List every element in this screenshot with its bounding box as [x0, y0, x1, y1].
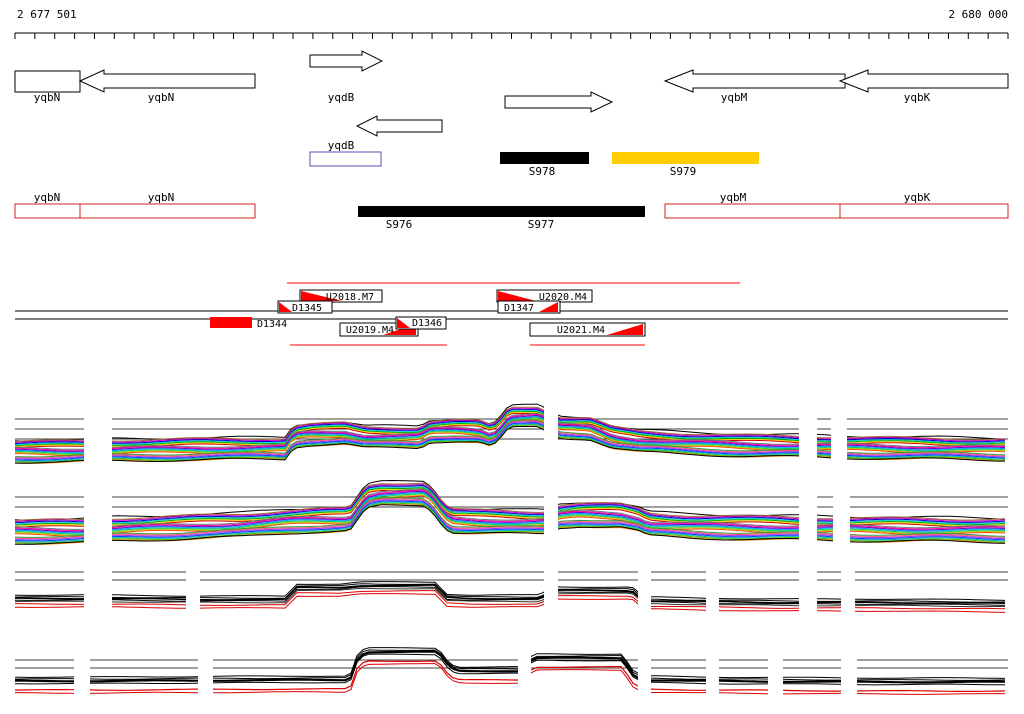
signal-series: [15, 586, 1006, 606]
probe-U2020[interactable]: U2020.M4: [496, 289, 593, 303]
probe-U2021-score-triangle: [607, 324, 643, 335]
probe-D1345-score-triangle: [279, 302, 292, 312]
signal-series: [15, 663, 1006, 695]
probe-U2020-score-triangle: [498, 291, 536, 301]
gene-label-yqbN-fragment: yqbN: [34, 91, 61, 104]
signal-gap: [544, 478, 558, 548]
signal-series: [15, 590, 1006, 610]
gene-left-arrow-mid[interactable]: [355, 115, 443, 137]
signal-series: [15, 653, 1006, 686]
signal-gap: [833, 478, 850, 548]
gene-yqbN-arrow[interactable]: [78, 69, 256, 93]
mrna-yqbN-box-b[interactable]: [79, 203, 256, 219]
probe-U2020-label: U2020.M4: [539, 292, 587, 303]
gene-label-yqdB: yqdB: [328, 91, 355, 104]
mrna-yqbK-box[interactable]: [839, 203, 1009, 219]
signal-gap: [706, 643, 719, 710]
segment-S979-bar[interactable]: [612, 152, 759, 164]
signal-gap: [84, 478, 112, 548]
signal-gap: [841, 643, 857, 710]
probe-U2021[interactable]: U2021.M4: [529, 322, 646, 337]
signal-series: [14, 660, 1006, 693]
segment-label-S978: S978: [529, 165, 556, 178]
probe-D1347-label: D1347: [504, 303, 534, 314]
probe-D1346-box[interactable]: [395, 316, 447, 330]
signal-series: [14, 649, 1006, 681]
signal-series: [15, 650, 1006, 684]
gene-yqbN-fragment-box[interactable]: [14, 70, 81, 93]
signal-gap: [84, 405, 112, 465]
segment-label-S976: S976: [386, 218, 413, 231]
probe-U2021-label: U2021.M4: [557, 325, 605, 336]
signal-gap: [544, 405, 558, 465]
gene-yqdB-arrow-top[interactable]: [309, 50, 384, 72]
mrna-label-yqbN-a: yqbN: [34, 191, 61, 204]
signal-gap: [544, 563, 558, 624]
segment-label-S977: S977: [528, 218, 555, 231]
probe-D1346[interactable]: D1346: [395, 316, 447, 330]
probe-D1345-box[interactable]: [277, 300, 333, 314]
signal-gap: [768, 643, 783, 710]
probe-D1344[interactable]: D1344: [210, 317, 287, 330]
signal-series: [14, 587, 1006, 608]
gene-right-arrow-mid[interactable]: [504, 91, 614, 113]
probe-D1344-label: D1344: [257, 319, 287, 330]
signal-series: [14, 482, 1006, 521]
gene-label-yqbK: yqbK: [904, 91, 931, 104]
gene-yqbK-arrow[interactable]: [838, 69, 1009, 93]
signal-gap: [799, 405, 817, 465]
signal-gap: [198, 643, 213, 710]
mrna-label-yqbN-b: yqbN: [148, 191, 175, 204]
signal-series: [15, 593, 1006, 613]
probe-D1347-score-triangle: [539, 302, 558, 312]
probe-U2018-label: U2018.M7: [326, 292, 374, 303]
mrna-label-yqbM: yqbM: [720, 191, 747, 204]
signal-gap: [799, 563, 817, 624]
signal-gap: [638, 643, 651, 710]
probe-D1347[interactable]: D1347: [497, 300, 561, 314]
signal-track-2: [14, 478, 1008, 548]
signal-gap: [74, 643, 90, 710]
ruler-ticks: [14, 33, 1009, 39]
probe-U2018-score-triangle: [301, 291, 342, 301]
signal-gap: [518, 643, 531, 710]
probe-D1346-score-triangle: [397, 318, 410, 328]
gene-yqbM-arrow[interactable]: [663, 69, 846, 93]
signal-track-4: [14, 643, 1008, 710]
signal-gap: [841, 563, 855, 624]
ruler-start-label: 2 677 501: [17, 8, 77, 21]
segment-label-S979: S979: [670, 165, 697, 178]
signal-track-3: [14, 563, 1008, 624]
mrna-yqbN-box-a[interactable]: [14, 203, 81, 219]
signal-gap: [799, 478, 817, 548]
mrna-label-yqbK: yqbK: [904, 191, 931, 204]
signal-gap: [706, 563, 719, 624]
probe-D1346-label: D1346: [412, 318, 442, 329]
signal-gap: [186, 563, 200, 624]
probe-D1345[interactable]: D1345: [277, 300, 333, 314]
probe-D1345-label: D1345: [292, 303, 322, 314]
gene-label-yqbM: yqbM: [721, 91, 748, 104]
signal-gap: [638, 563, 651, 624]
cds-label-yqdB: yqdB: [328, 139, 355, 152]
ruler-end-label: 2 680 000: [948, 8, 1008, 21]
probe-U2018[interactable]: U2018.M7: [299, 289, 383, 303]
probe-D1344-box[interactable]: [210, 317, 252, 328]
gene-label-yqbN: yqbN: [148, 91, 175, 104]
signal-series: [15, 584, 1006, 605]
signal-gap: [84, 563, 112, 624]
probe-U2019-label: U2019.M4: [346, 325, 394, 336]
mrna-yqbM-box[interactable]: [664, 203, 841, 219]
signal-track-1: [14, 403, 1008, 465]
cds-yqdB-box[interactable]: [309, 151, 382, 167]
signal-gap: [831, 405, 847, 465]
segment-S978-bar[interactable]: [500, 152, 589, 164]
signal-series: [14, 581, 1006, 601]
segment-S976-S977-bar[interactable]: [358, 206, 645, 217]
signal-series: [14, 647, 1006, 679]
